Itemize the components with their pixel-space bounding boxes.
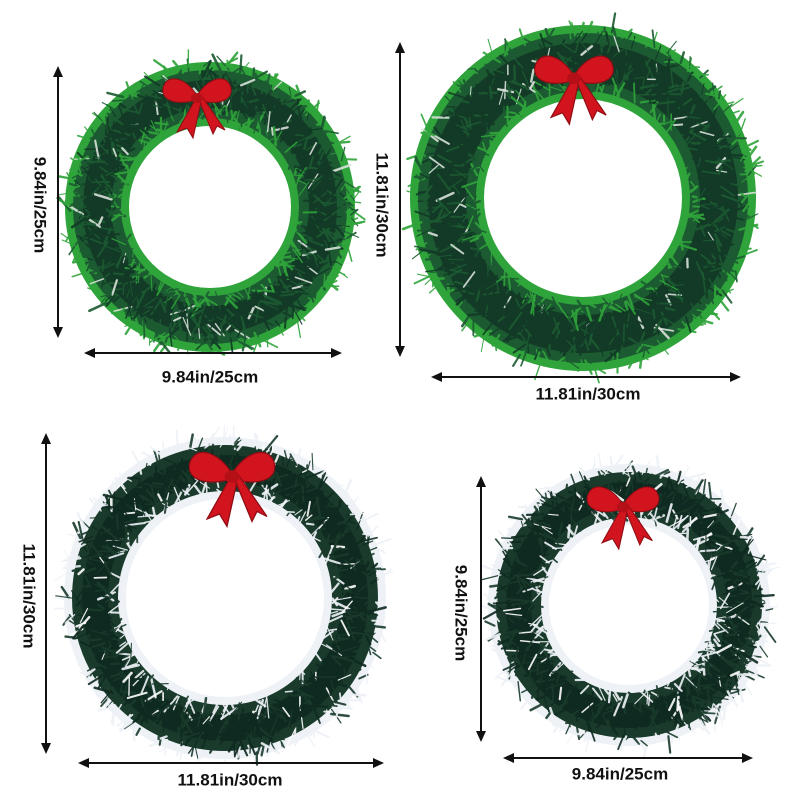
width-label-small-green: 9.84in/25cm xyxy=(161,367,259,387)
width-label-small-snow: 9.84in/25cm xyxy=(571,764,669,784)
red-bow xyxy=(586,486,660,551)
width-label-large-green: 11.81in/30cm xyxy=(535,384,641,404)
red-bow xyxy=(188,451,276,529)
width-label-large-snow: 11.81in/30cm xyxy=(177,770,283,790)
red-bow xyxy=(534,55,614,126)
red-bow xyxy=(162,78,232,140)
